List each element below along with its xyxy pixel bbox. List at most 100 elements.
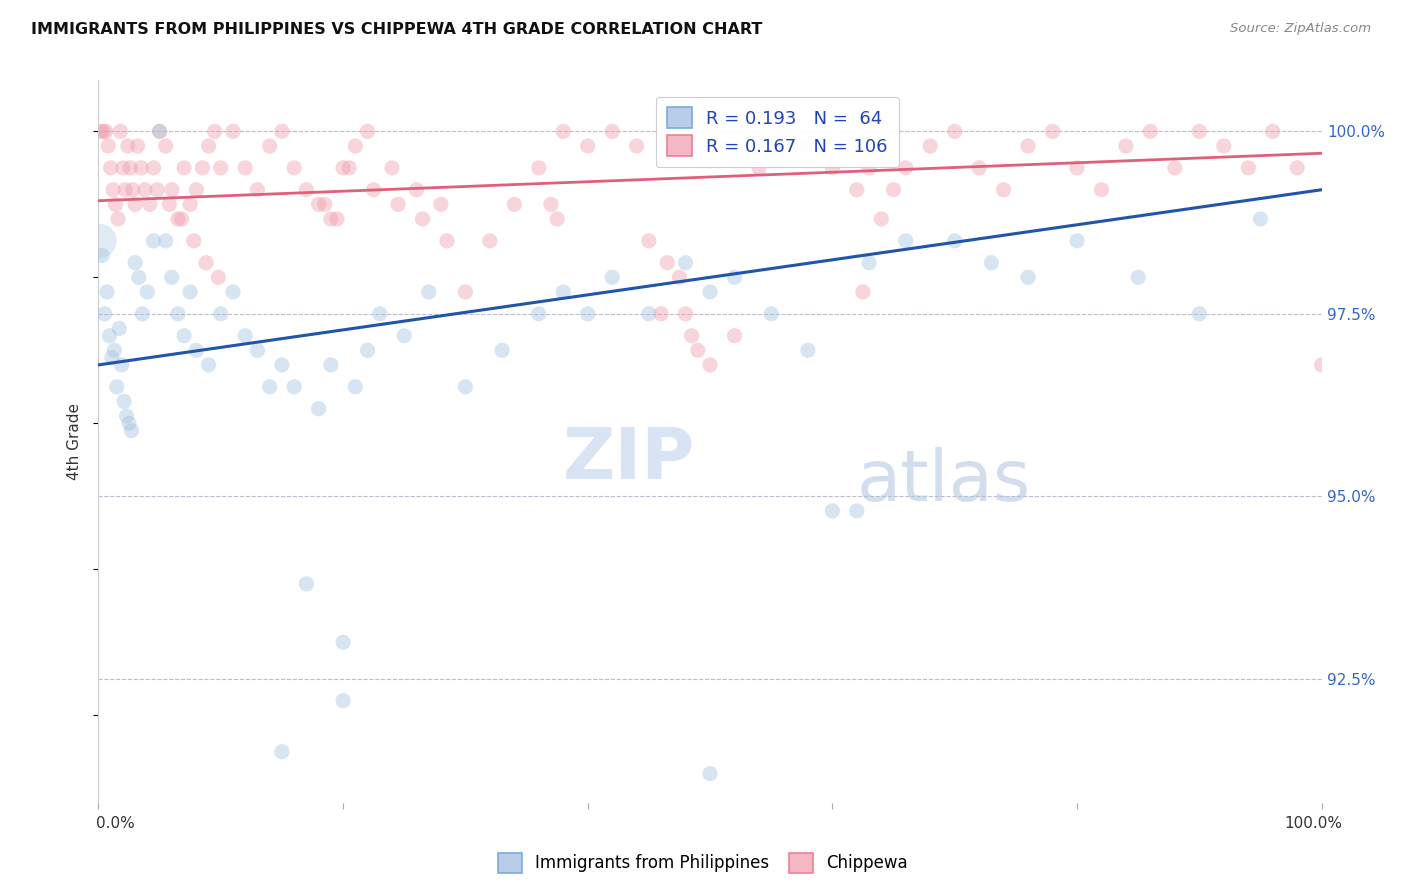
Point (259, 139, 281, 153)
Point (553, 285, 575, 299)
Point (105, 380, 128, 394)
Point (858, 161, 880, 175)
Point (295, 577, 318, 591)
Point (675, 307, 697, 321)
Point (1017, 270, 1039, 285)
Point (117, 139, 139, 153)
Text: 0.0%: 0.0% (96, 816, 135, 831)
Point (173, 161, 195, 175)
Point (723, 270, 745, 285)
Point (222, 124, 245, 138)
Point (356, 124, 378, 138)
Point (131, 307, 153, 321)
Point (91, 248, 114, 262)
Point (1250, 211, 1272, 226)
Point (96, 285, 118, 299)
Point (197, 358, 219, 372)
Point (111, 358, 134, 372)
Point (894, 161, 917, 175)
Point (993, 183, 1015, 197)
Point (454, 285, 477, 299)
Point (124, 197, 146, 211)
Point (179, 285, 201, 299)
Text: atlas: atlas (856, 447, 1031, 516)
Point (170, 211, 193, 226)
Point (1188, 124, 1211, 138)
Point (204, 124, 226, 138)
Point (430, 197, 453, 211)
Point (104, 197, 127, 211)
Point (270, 124, 294, 138)
Point (344, 139, 367, 153)
Point (894, 234, 917, 248)
Point (118, 417, 141, 431)
Text: ZIP: ZIP (564, 425, 696, 494)
Point (101, 351, 124, 365)
Point (139, 197, 162, 211)
Point (1188, 307, 1211, 321)
Point (821, 161, 844, 175)
Point (1286, 161, 1309, 175)
Point (761, 307, 783, 321)
Point (173, 328, 195, 343)
Point (454, 380, 477, 394)
Point (1090, 183, 1112, 197)
Point (155, 234, 177, 248)
Point (723, 328, 745, 343)
Point (675, 256, 697, 270)
Point (186, 183, 208, 197)
Point (108, 321, 131, 335)
Point (637, 307, 661, 321)
Point (114, 183, 136, 197)
Point (142, 161, 165, 175)
Point (527, 307, 550, 321)
Point (657, 256, 679, 270)
Point (124, 256, 146, 270)
Point (920, 139, 942, 153)
Point (337, 161, 360, 175)
Point (157, 197, 180, 211)
Point (100, 161, 122, 175)
Point (1066, 161, 1088, 175)
Point (295, 183, 318, 197)
Point (553, 124, 575, 138)
Point (195, 256, 218, 270)
Point (115, 409, 138, 423)
Point (107, 211, 129, 226)
Point (127, 139, 149, 153)
Point (209, 161, 232, 175)
Point (120, 424, 142, 438)
Point (94, 124, 117, 138)
Point (209, 307, 232, 321)
Point (527, 161, 550, 175)
Point (222, 285, 245, 299)
Point (128, 270, 150, 285)
Point (943, 124, 966, 138)
Point (681, 328, 703, 343)
Point (101, 183, 124, 197)
Point (870, 211, 893, 226)
Point (149, 124, 172, 138)
Point (699, 285, 721, 299)
Point (155, 139, 177, 153)
Point (259, 380, 281, 394)
Point (858, 256, 880, 270)
Point (1128, 270, 1150, 285)
Point (270, 745, 294, 759)
Point (356, 343, 378, 358)
Point (319, 211, 342, 226)
Point (332, 635, 354, 649)
Point (319, 358, 342, 372)
Point (207, 270, 229, 285)
Point (797, 343, 820, 358)
Legend: R = 0.193   N =  64, R = 0.167   N = 106: R = 0.193 N = 64, R = 0.167 N = 106 (655, 96, 898, 167)
Point (405, 183, 427, 197)
Point (686, 343, 709, 358)
Point (90, 124, 112, 138)
Point (797, 139, 820, 153)
Point (748, 161, 770, 175)
Point (1237, 161, 1260, 175)
Point (332, 693, 354, 707)
Point (1042, 124, 1064, 138)
Point (675, 139, 697, 153)
